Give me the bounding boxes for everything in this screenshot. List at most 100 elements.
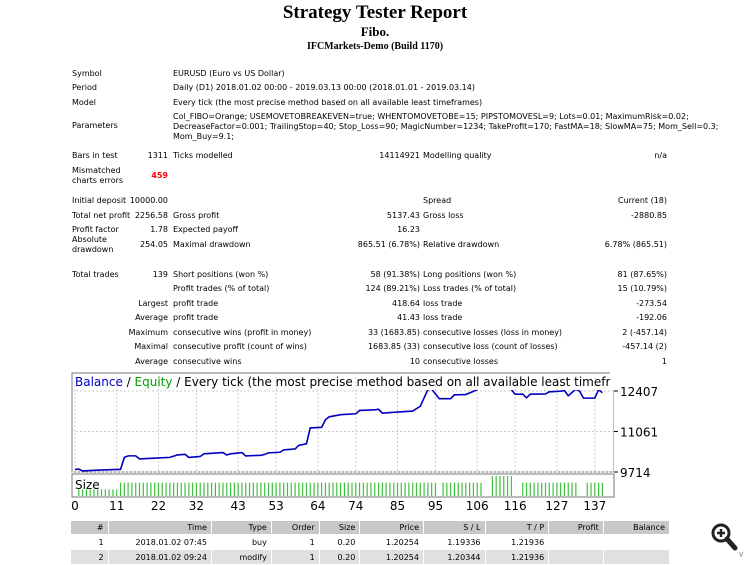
cell-time: 2018.01.02 09:24	[107, 549, 212, 565]
expert-name: Fibo.	[360, 24, 390, 39]
label: Mismatched	[72, 166, 121, 175]
stat-bv: 33 (1683.85)	[367, 328, 420, 337]
x-tick-label: 95	[428, 499, 443, 513]
stat-b: consecutive profit (count of wins)	[173, 342, 307, 351]
plot-frame	[71, 372, 615, 473]
stat-b: consecutive wins (profit in money)	[173, 328, 312, 337]
x-tick-label: 43	[231, 499, 246, 513]
cell-sl: 1.19336	[423, 534, 486, 550]
stat-b: profit trade	[173, 299, 219, 308]
x-tick-label: 127	[545, 499, 568, 513]
stat-av: Maximal	[134, 342, 168, 351]
stat-cv: 6.78% (865.51)	[604, 240, 667, 249]
scroll-down-chevron-icon[interactable]: ∨	[738, 550, 745, 560]
title-model: / Every tick (the most precise method ba…	[172, 375, 710, 389]
stat-bv: 418.64	[392, 299, 420, 308]
cell-balance	[602, 549, 671, 565]
cell-size: Size	[318, 520, 361, 535]
server-build: IFCMarkets-Demo (Build 1170)	[306, 41, 444, 52]
zoom-icon[interactable]	[710, 522, 738, 554]
title-equity: Equity	[135, 375, 173, 389]
stat-cv: 81 (87.65%)	[617, 270, 667, 279]
stat-av: 10000.00	[129, 196, 168, 205]
stat-c: Relative drawdown	[423, 240, 500, 249]
x-tick-label: 11	[109, 499, 124, 513]
stat-b: consecutive wins	[173, 357, 242, 366]
stat-c: Loss trades (% of total)	[423, 284, 517, 293]
cell-tp: 1.21936	[484, 534, 550, 550]
label: Period	[72, 83, 97, 92]
title-balance: Balance	[75, 375, 123, 389]
stat-a: Profit factor	[72, 225, 119, 234]
stat-a: Total trades	[72, 270, 119, 279]
stat-cv: -192.06	[636, 313, 667, 322]
cell-balance: Balance	[602, 520, 671, 535]
mismatch-value: 459	[151, 171, 168, 180]
period-value: Daily (D1) 2018.01.02 00:00 - 2019.03.13…	[173, 83, 475, 92]
cell-#: 2	[70, 549, 109, 565]
cell-time: 2018.01.02 07:45	[107, 534, 212, 550]
y-tick-label: 9714	[620, 466, 651, 480]
stat-av: Average	[135, 313, 168, 322]
cell-price: Price	[359, 520, 424, 535]
cell-profit	[548, 549, 604, 565]
x-tick-label: 85	[390, 499, 405, 513]
stat-b: profit trade	[173, 313, 219, 322]
cell-type: buy	[210, 534, 272, 550]
stat-cv: 1	[661, 357, 667, 366]
x-tick-label: 137	[583, 499, 606, 513]
cell-price: 1.20254	[359, 549, 424, 565]
cell-type: Type	[210, 520, 272, 535]
stat-bv: 1683.85 (33)	[367, 342, 420, 351]
cell-order: 1	[270, 534, 320, 550]
bars-value: 1311	[147, 151, 168, 160]
x-tick-label: 53	[268, 499, 283, 513]
stat-cv: 15 (10.79%)	[617, 284, 667, 293]
stat-bv: 58 (91.38%)	[370, 270, 420, 279]
stat-a: Absolute drawdown	[72, 235, 114, 254]
label: Bars in test	[72, 151, 118, 160]
cell-balance	[602, 534, 671, 550]
x-tick-label: 74	[348, 499, 363, 513]
title-sep: /	[123, 375, 135, 389]
x-tick-label: 116	[504, 499, 527, 513]
stat-cv: -2880.85	[631, 211, 667, 220]
stat-a: Total net profit	[72, 211, 131, 220]
stat-av: 2256.58	[134, 211, 168, 220]
cell-size: 0.20	[318, 549, 361, 565]
stat-av: Average	[135, 357, 168, 366]
y-tick-label: 11061	[620, 425, 658, 439]
stat-c: Gross loss	[423, 211, 464, 220]
params-line: Col_FIBO=Orange; USEMOVETOBREAKEVEN=true…	[173, 112, 689, 121]
stat-cv: Current (18)	[617, 196, 667, 205]
stat-bv: 5137.43	[386, 211, 420, 220]
stat-c: consecutive loss (count of losses)	[423, 342, 558, 351]
cell-order: 1	[270, 549, 320, 565]
balance-chart: Balance / Equity / Every tick (the most …	[71, 372, 750, 517]
balance-line	[74, 390, 603, 472]
cell-size: 0.20	[318, 534, 361, 550]
stat-b: Expected payoff	[173, 225, 238, 234]
cell-sl: 1.20344	[423, 549, 486, 565]
stat-bv: 16.23	[397, 225, 420, 234]
params-line: Mom_Buy=9.1;	[173, 132, 235, 141]
x-tick-label: 32	[189, 499, 204, 513]
x-tick-label: 64	[310, 499, 325, 513]
cell-price: 1.20254	[359, 534, 424, 550]
axis-bg	[614, 372, 750, 517]
y-tick-label: 12407	[620, 385, 658, 399]
stat-cv: -273.54	[636, 299, 667, 308]
label: Ticks modelled	[173, 151, 233, 160]
stat-av: 139	[152, 270, 168, 279]
x-tick-label: 106	[466, 499, 489, 513]
stat-av: Largest	[138, 299, 168, 308]
cell-order: Order	[270, 520, 320, 535]
stat-cv: -457.14 (2)	[622, 342, 667, 351]
table-row[interactable]: 1 2018.01.02 07:45 buy 1 0.20 1.20254 1.19336 1…	[70, 534, 671, 550]
table-row[interactable]: 2 2018.01.02 09:24 modify 1 0.20 1.20254 1.203…	[70, 549, 671, 565]
stat-a: Initial deposit	[72, 196, 127, 205]
stat-av: 1.78	[150, 225, 168, 234]
x-tick-label: 0	[71, 499, 79, 513]
stat-c: loss trade	[423, 299, 463, 308]
